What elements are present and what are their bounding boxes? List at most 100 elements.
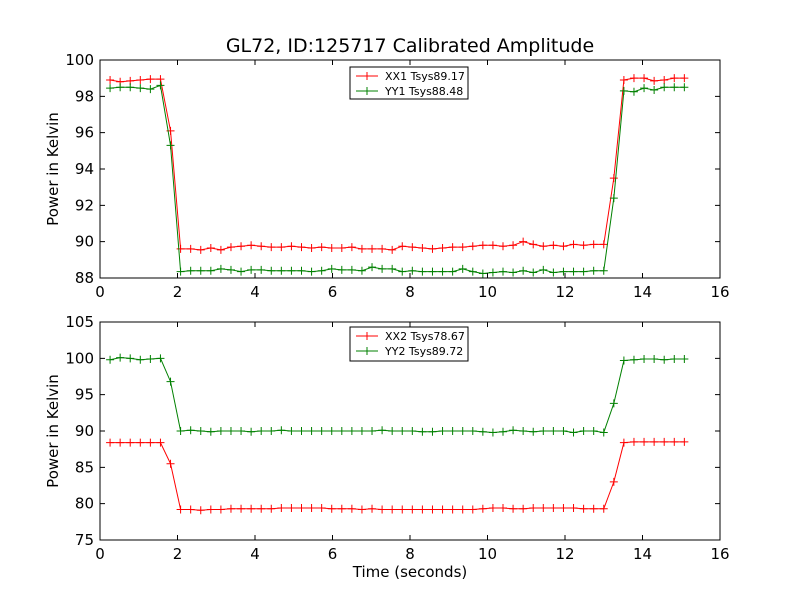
data-point bbox=[599, 428, 608, 437]
data-point bbox=[347, 265, 356, 274]
data-point bbox=[428, 427, 437, 436]
legend-marker bbox=[363, 332, 371, 340]
data-point bbox=[509, 268, 518, 277]
y-tick-label: 92 bbox=[75, 196, 94, 214]
data-point bbox=[156, 81, 165, 90]
legend-box bbox=[349, 66, 469, 100]
data-point bbox=[589, 266, 598, 275]
data-point bbox=[670, 74, 679, 83]
data-point bbox=[327, 504, 336, 513]
data-point bbox=[660, 355, 669, 364]
data-point bbox=[226, 427, 235, 435]
data-point bbox=[448, 267, 457, 276]
data-point bbox=[357, 505, 366, 514]
data-point bbox=[458, 505, 467, 514]
x-tick-label: 8 bbox=[405, 545, 415, 563]
series-line-1-1 bbox=[109, 77, 685, 251]
data-point bbox=[126, 438, 135, 447]
data-point bbox=[136, 75, 145, 84]
x-tick-label: 2 bbox=[173, 283, 183, 301]
data-point bbox=[206, 244, 215, 253]
data-point bbox=[408, 266, 417, 275]
data-point bbox=[680, 74, 689, 83]
x-axis-label: Time (seconds) bbox=[352, 563, 468, 581]
data-point bbox=[307, 244, 316, 253]
chart-title: GL72, ID:125717 Calibrated Amplitude bbox=[226, 35, 594, 57]
data-point bbox=[499, 242, 507, 251]
data-point bbox=[650, 355, 659, 364]
data-point bbox=[388, 505, 397, 514]
data-point bbox=[670, 83, 679, 92]
data-point bbox=[609, 174, 618, 183]
data-point bbox=[619, 75, 628, 84]
data-point bbox=[347, 427, 356, 435]
data-point bbox=[478, 427, 487, 436]
data-point bbox=[317, 266, 326, 275]
data-point bbox=[398, 242, 407, 251]
data-point bbox=[609, 477, 618, 486]
data-point bbox=[660, 83, 669, 92]
data-point bbox=[267, 266, 276, 275]
data-point bbox=[307, 504, 316, 513]
data-point bbox=[650, 437, 659, 446]
data-point bbox=[136, 438, 145, 447]
data-point bbox=[297, 243, 306, 252]
data-point bbox=[579, 241, 588, 250]
data-point bbox=[629, 87, 638, 96]
data-point bbox=[488, 268, 497, 277]
x-tick-label: 12 bbox=[555, 545, 574, 563]
data-point bbox=[307, 267, 316, 276]
data-point bbox=[609, 194, 618, 203]
data-point bbox=[680, 83, 689, 92]
x-tick-label: 6 bbox=[328, 545, 338, 563]
data-point bbox=[237, 504, 246, 513]
data-point bbox=[247, 427, 256, 436]
data-point bbox=[146, 355, 155, 364]
data-point bbox=[488, 428, 497, 437]
data-point bbox=[116, 353, 125, 362]
data-point bbox=[126, 354, 135, 363]
data-point bbox=[368, 427, 377, 435]
data-point bbox=[257, 427, 266, 435]
data-point bbox=[347, 243, 356, 252]
data-point bbox=[539, 265, 548, 274]
data-point bbox=[680, 437, 689, 446]
y-tick-label: 98 bbox=[75, 87, 94, 105]
chart-panel-2: 0 2 4 6 8 10 12 14 16 75 80 85 90 95 100 105 Power in Ke… bbox=[44, 313, 730, 581]
data-point bbox=[378, 505, 387, 514]
data-point bbox=[549, 268, 558, 277]
data-point bbox=[418, 505, 427, 514]
data-point bbox=[579, 504, 588, 513]
data-point bbox=[519, 427, 528, 435]
data-point bbox=[579, 267, 588, 276]
x-tick-label: 16 bbox=[710, 283, 729, 301]
data-point bbox=[468, 242, 477, 251]
chart-panel-1: 0 2 4 6 8 10 12 14 16 88 90 92 94 96 98 100 Power in Kel… bbox=[44, 51, 730, 301]
data-point bbox=[287, 242, 296, 251]
legend-marker bbox=[363, 347, 371, 355]
data-point bbox=[509, 241, 518, 250]
data-point bbox=[619, 356, 628, 365]
data-point bbox=[206, 427, 215, 436]
data-point bbox=[388, 245, 397, 254]
data-point bbox=[226, 265, 235, 274]
data-point bbox=[509, 504, 518, 513]
legend-marker bbox=[363, 72, 371, 80]
data-point bbox=[186, 426, 195, 435]
legend-label: YY2 Tsys89.72 bbox=[384, 345, 463, 358]
data-point bbox=[166, 459, 175, 468]
data-point bbox=[408, 427, 417, 435]
data-point bbox=[398, 427, 407, 435]
data-point bbox=[519, 237, 528, 246]
data-point bbox=[156, 354, 165, 363]
data-point bbox=[519, 504, 528, 513]
data-point bbox=[589, 504, 598, 513]
data-point bbox=[589, 427, 598, 435]
data-point bbox=[529, 427, 538, 436]
data-point bbox=[609, 399, 618, 408]
data-point bbox=[156, 438, 165, 447]
data-point bbox=[106, 84, 115, 93]
data-point bbox=[216, 245, 225, 254]
data-point bbox=[499, 427, 507, 436]
data-point bbox=[529, 504, 538, 513]
